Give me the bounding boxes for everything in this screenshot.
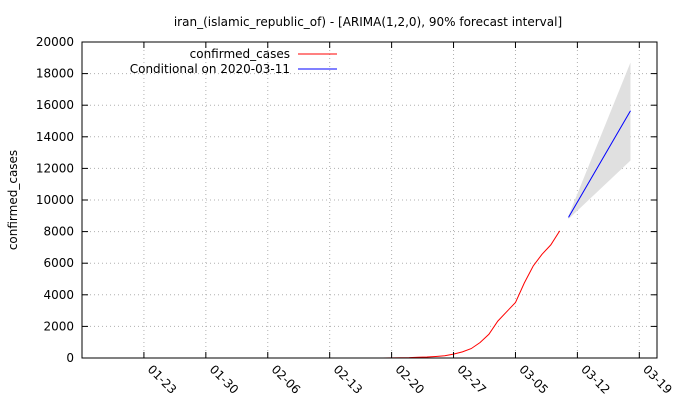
grid-lines <box>82 42 657 358</box>
y-tick-label: 8000 <box>43 225 74 239</box>
y-axis-label: confirmed_cases <box>6 150 20 250</box>
forecast-interval <box>568 62 631 219</box>
y-tick-label: 14000 <box>36 130 74 144</box>
legend-label: Conditional on 2020-03-11 <box>130 62 290 76</box>
y-tick-label: 18000 <box>36 67 74 81</box>
chart-title: iran_(islamic_republic_of) - [ARIMA(1,2,… <box>174 15 562 29</box>
y-tick-label: 16000 <box>36 98 74 112</box>
y-tick-label: 4000 <box>43 288 74 302</box>
y-axis-ticks: 0 2000 4000 6000 8000 10000 12000 14000 16000 180… <box>36 35 657 365</box>
forecast-interval-band <box>568 62 631 219</box>
legend-label: confirmed_cases <box>190 47 290 61</box>
series-forecast-line <box>568 110 631 218</box>
y-tick-label: 6000 <box>43 256 74 270</box>
y-tick-label: 12000 <box>36 161 74 175</box>
y-tick-label: 0 <box>66 351 74 365</box>
y-tick-label: 2000 <box>43 319 74 333</box>
y-tick-label: 20000 <box>36 35 74 49</box>
y-tick-label: 10000 <box>36 193 74 207</box>
